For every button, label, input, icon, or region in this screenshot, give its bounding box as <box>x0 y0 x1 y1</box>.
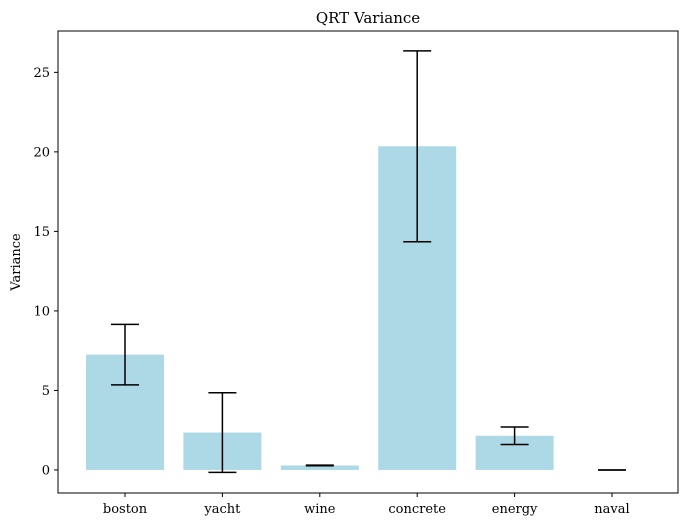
y-tick-label-15: 15 <box>33 225 50 240</box>
x-tick-label-naval: naval <box>594 502 629 517</box>
chart-title: QRT Variance <box>316 9 420 27</box>
x-tick-label-boston: boston <box>103 502 148 517</box>
y-tick-label-0: 0 <box>42 463 50 478</box>
error-bar-yacht <box>208 392 237 474</box>
x-tick-label-concrete: concrete <box>388 502 446 517</box>
error-bar-wine <box>305 464 334 467</box>
error-bar-concrete <box>403 50 432 243</box>
y-tick-label-25: 25 <box>33 66 50 81</box>
x-tick-label-yacht: yacht <box>203 502 241 517</box>
y-axis-label: Variance <box>9 233 24 292</box>
y-tick-label-5: 5 <box>42 384 50 399</box>
y-tick-label-20: 20 <box>33 145 50 160</box>
y-tick-label-10: 10 <box>33 304 50 319</box>
error-bar-energy <box>500 426 529 446</box>
bar-wine <box>280 465 359 470</box>
plot-area: boston yacht wine concrete energy naval 0 5 10 15… <box>33 50 651 517</box>
plot-frame <box>57 30 679 494</box>
x-tick-label-energy: energy <box>492 502 538 517</box>
x-tick-label-wine: wine <box>304 502 336 517</box>
error-bar-boston <box>111 323 139 386</box>
